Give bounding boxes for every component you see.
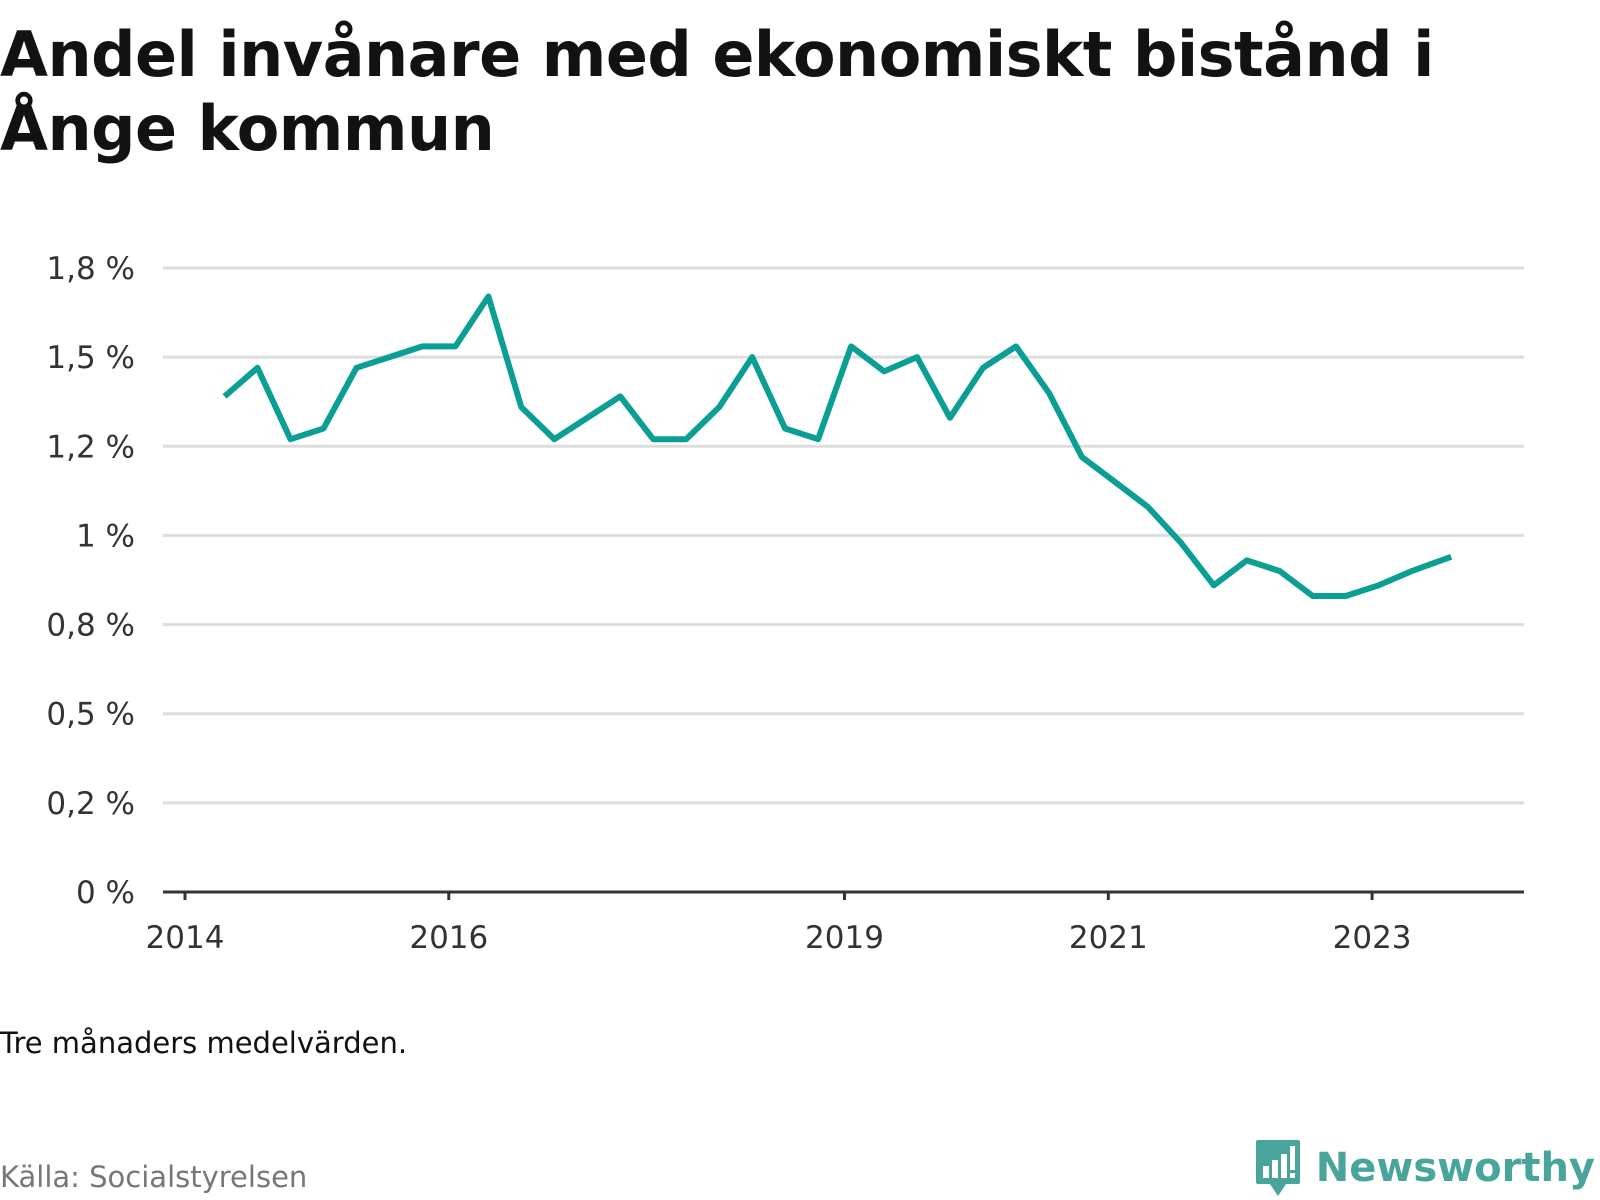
y-tick-label: 0,8 % <box>46 608 135 644</box>
y-tick-label: 1,5 % <box>46 340 135 376</box>
chart-note: Tre månaders medelvärden. <box>0 1026 408 1060</box>
chart-badge-icon <box>1255 1140 1300 1196</box>
x-axis: 2014 2016 2019 2021 2023 <box>146 890 1524 956</box>
x-tick-label: 2021 <box>1069 920 1148 956</box>
y-tick-label: 0,5 % <box>46 697 135 733</box>
y-tick-label: 1,2 % <box>46 429 135 465</box>
y-tick-label: 0 % <box>76 875 135 911</box>
series-line-layer <box>222 293 1453 599</box>
x-tick-label: 2019 <box>805 920 884 956</box>
brand-logo: Newsworthy <box>1254 1138 1595 1198</box>
y-axis-ticks: 0 % 0,2 % 0,5 % 0,8 % 1 % 1,2 % 1,5 % 1,8 % <box>46 251 135 911</box>
y-tick-label: 1,8 % <box>46 251 135 287</box>
gridlines <box>163 266 1524 805</box>
y-tick-label: 1 % <box>76 518 135 554</box>
x-tick-label: 2014 <box>146 920 225 956</box>
x-tick-label: 2016 <box>409 920 488 956</box>
x-tick-label: 2023 <box>1333 920 1412 956</box>
series-line <box>222 293 1453 599</box>
chart-title: Andel invånare med ekonomiskt bistånd i … <box>0 18 1434 165</box>
source-credit: Källa: Socialstyrelsen <box>0 1160 308 1194</box>
y-tick-label: 0,2 % <box>46 786 135 822</box>
brand-name: Newsworthy <box>1315 1145 1595 1191</box>
